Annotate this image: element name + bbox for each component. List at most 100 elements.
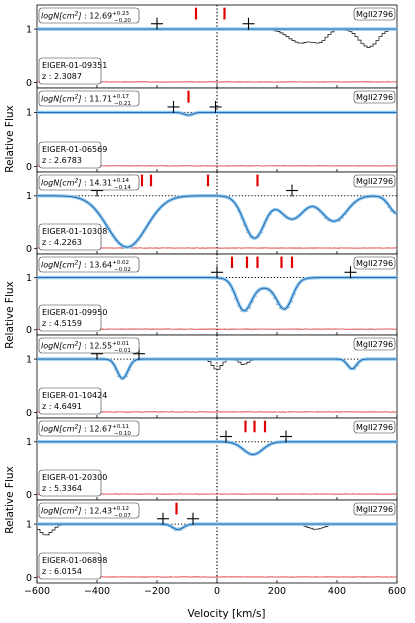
redshift-label: z : 4.5159 <box>42 319 82 328</box>
spectrum-panel: 0 1 logN[cm2] : 12.55+0.01 −0.01 MgII2796 EIG… <box>26 334 398 419</box>
y-tick-label: 0 <box>26 490 32 501</box>
redshift-label: z : 4.6491 <box>42 402 82 411</box>
y-tick-label: 0 <box>26 573 32 584</box>
model-fit-line <box>37 523 397 530</box>
transition-box <box>353 256 396 270</box>
model-fit-line <box>37 195 398 248</box>
column-density-label: logN[cm2] : 14.31+0.14 −0.14 <box>41 178 131 192</box>
coldens-upper-error: +0.12 <box>112 506 129 512</box>
coldens-upper-error: +0.23 <box>112 11 129 17</box>
coldens-upper-error: +0.02 <box>112 260 129 266</box>
y-axis-label-upper: Relative Flux <box>4 105 16 173</box>
coldens-value: : 12.69 <box>81 12 112 21</box>
transition-label: MgII2796 <box>356 177 393 186</box>
coldens-lower-error: −0.14 <box>114 185 131 191</box>
coldens-prefix: logN[cm <box>41 179 75 188</box>
object-name-label: EIGER-01-10308 <box>42 227 107 236</box>
coldens-box <box>38 174 140 191</box>
coldens-upper-error: +0.14 <box>112 178 129 184</box>
coldens-prefix: logN[cm <box>41 12 75 21</box>
coldens-exponent: 2 <box>75 424 79 431</box>
x-tick-label: −400 <box>84 586 110 597</box>
y-tick-label: 0 <box>26 162 32 173</box>
transition-box <box>353 7 396 21</box>
transition-box <box>353 502 396 516</box>
coldens-bracket: ] <box>77 261 81 270</box>
spectrum-panel: 0 1 logN[cm2] : 14.31+0.14 −0.14 MgII2796 EIG… <box>26 171 398 255</box>
object-box <box>38 57 102 85</box>
coldens-upper-error: +0.01 <box>112 341 129 347</box>
object-name-label: EIGER-01-06898 <box>42 556 107 565</box>
coldens-upper-error: +0.11 <box>112 424 129 430</box>
transition-box <box>353 174 396 188</box>
y-tick-label: 1 <box>26 108 32 119</box>
y-tick-label: 1 <box>26 191 32 202</box>
spectrum-panel: 0 1 logN[cm2] : 12.67+0.11 −0.10 MgII2796 EIG… <box>26 417 398 501</box>
transition-label: MgII2796 <box>356 340 393 349</box>
transition-label: MgII2796 <box>356 505 393 514</box>
transition-label: MgII2796 <box>356 423 393 432</box>
column-density-label: logN[cm2] : 12.69+0.23 −0.20 <box>41 11 131 25</box>
object-box <box>38 141 102 169</box>
y-tick-label: 0 <box>26 78 32 89</box>
y-tick-label: 0 <box>26 408 32 419</box>
coldens-bracket: ] <box>77 425 81 434</box>
object-box <box>38 304 102 332</box>
transition-box <box>353 90 396 104</box>
column-density-label: logN[cm2] : 12.55+0.01 −0.01 <box>41 341 131 355</box>
column-density-label: logN[cm2] : 13.64+0.02 −0.02 <box>41 260 131 274</box>
object-box <box>38 552 102 580</box>
coldens-prefix: logN[cm <box>41 95 75 104</box>
coldens-value: : 12.43 <box>81 507 112 516</box>
coldens-exponent: 2 <box>75 178 79 185</box>
x-tick-label: −200 <box>144 586 170 597</box>
coldens-bracket: ] <box>77 95 81 104</box>
coldens-box <box>38 90 140 107</box>
coldens-value: : 14.31 <box>81 179 112 188</box>
coldens-prefix: logN[cm <box>41 425 75 434</box>
coldens-value: : 12.55 <box>81 342 112 351</box>
coldens-prefix: logN[cm <box>41 507 75 516</box>
x-tick-label: 200 <box>268 586 286 597</box>
spectrum-panel: 0 1 logN[cm2] : 13.64+0.02 −0.02 MgII2796 EIG… <box>26 253 398 336</box>
coldens-exponent: 2 <box>75 94 79 101</box>
coldens-lower-error: −0.01 <box>114 348 131 354</box>
coldens-lower-error: −0.10 <box>114 431 131 437</box>
coldens-box <box>38 256 140 273</box>
coldens-exponent: 2 <box>75 341 79 348</box>
coldens-value: : 13.64 <box>81 261 112 270</box>
transition-box <box>353 337 396 351</box>
object-box <box>38 469 102 497</box>
y-axis-label-lower: Relative Flux <box>4 466 16 534</box>
object-name-label: EIGER-01-10424 <box>42 391 107 400</box>
coldens-lower-error: −0.20 <box>114 18 131 24</box>
object-name-label: EIGER-01-09950 <box>42 308 107 317</box>
x-axis-label: Velocity [km/s] <box>187 608 265 620</box>
coldens-prefix: logN[cm <box>41 342 75 351</box>
coldens-lower-error: −0.07 <box>114 513 131 519</box>
y-tick-label: 0 <box>26 325 32 336</box>
spectrum-panel: 0 1 logN[cm2] : 11.71+0.17 −0.21 MgII2796 EIG… <box>26 87 398 173</box>
column-density-label: logN[cm2] : 12.67+0.11 −0.10 <box>41 424 131 438</box>
coldens-value: : 11.71 <box>81 95 112 104</box>
x-tick-label: 600 <box>388 586 406 597</box>
coldens-upper-error: +0.17 <box>112 94 129 100</box>
coldens-bracket: ] <box>77 342 81 351</box>
coldens-box <box>38 337 140 354</box>
object-box <box>38 387 102 415</box>
coldens-bracket: ] <box>77 507 81 516</box>
coldens-lower-error: −0.21 <box>114 101 131 107</box>
redshift-label: z : 2.3087 <box>42 72 82 81</box>
redshift-label: z : 2.6783 <box>42 156 82 165</box>
y-axis-label-middle: Relative Flux <box>4 281 16 349</box>
object-box <box>38 223 102 251</box>
redshift-label: z : 6.0154 <box>42 567 82 576</box>
coldens-box <box>38 420 140 437</box>
y-tick-label: 1 <box>26 273 32 284</box>
coldens-exponent: 2 <box>75 506 79 513</box>
object-name-label: EIGER-01-09351 <box>42 61 107 70</box>
coldens-exponent: 2 <box>75 11 79 18</box>
transition-box <box>353 420 396 434</box>
transition-label: MgII2796 <box>356 10 393 19</box>
